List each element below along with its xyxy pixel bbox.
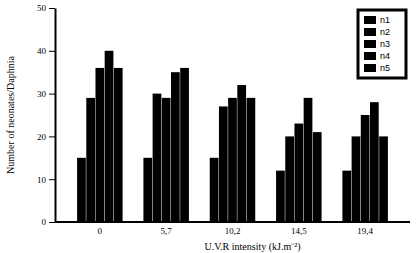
y-tick: 0 xyxy=(42,217,56,227)
y-tick-mark xyxy=(49,222,55,223)
bar xyxy=(228,98,237,222)
legend-swatch xyxy=(364,28,376,36)
legend-swatch xyxy=(364,64,376,72)
y-tick-label: 20 xyxy=(37,132,47,142)
legend-label: n1 xyxy=(380,15,390,25)
legend-swatch xyxy=(364,40,376,48)
y-tick-mark xyxy=(49,8,55,9)
bar xyxy=(162,98,171,222)
bar xyxy=(276,171,285,222)
y-tick-mark xyxy=(49,136,55,137)
x-tick-label: 19,4 xyxy=(357,226,373,236)
bar xyxy=(361,115,370,222)
y-tick-label: 50 xyxy=(37,3,47,13)
bar xyxy=(171,72,180,222)
x-tick: 5,7 xyxy=(161,222,173,236)
y-tick-label: 0 xyxy=(42,217,47,227)
bar xyxy=(77,158,86,222)
bar xyxy=(153,94,162,222)
series-3 xyxy=(105,51,379,222)
x-tick: 0 xyxy=(98,222,103,236)
y-tick-label: 30 xyxy=(37,89,47,99)
bar xyxy=(342,171,351,222)
y-tick-mark xyxy=(49,51,55,52)
x-tick-label: 14,5 xyxy=(291,226,307,236)
y-tick: 50 xyxy=(37,3,55,13)
bar xyxy=(304,98,313,222)
legend: n1 n2 n3 n4 n5 xyxy=(358,10,406,78)
y-tick-label: 10 xyxy=(37,175,47,185)
x-tick-label: 0 xyxy=(98,226,103,236)
x-axis-title: U.V.R intensity (kJ.m⁻²) xyxy=(204,241,300,253)
legend-label: n3 xyxy=(380,39,390,49)
x-tick: 10,2 xyxy=(225,222,241,236)
y-axis-title: Number of neonates/Daphnia xyxy=(5,56,16,174)
y-axis: 0 10 20 30 40 50 xyxy=(37,3,56,227)
y-tick: 10 xyxy=(37,175,55,185)
bar xyxy=(114,68,123,222)
y-tick-mark xyxy=(49,179,55,180)
legend-label: n4 xyxy=(380,51,390,61)
y-tick: 20 xyxy=(37,132,55,142)
y-tick-label: 40 xyxy=(37,46,47,56)
bar xyxy=(105,51,114,222)
x-axis-line xyxy=(55,221,410,223)
x-axis: 0 5,7 10,2 14,5 19,4 xyxy=(55,222,410,236)
series-4 xyxy=(114,68,388,222)
y-axis-line xyxy=(55,9,57,223)
legend-swatch xyxy=(364,52,376,60)
legend-swatch xyxy=(364,16,376,24)
bar xyxy=(247,98,256,222)
legend-label: n5 xyxy=(380,63,390,73)
bar xyxy=(143,158,152,222)
bar xyxy=(180,68,189,222)
bar xyxy=(237,85,246,222)
x-tick: 19,4 xyxy=(357,222,373,236)
bar xyxy=(95,68,104,222)
legend-box xyxy=(358,10,406,78)
bar xyxy=(313,132,322,222)
bars xyxy=(77,51,388,222)
bar xyxy=(294,124,303,222)
bar xyxy=(219,106,228,222)
bar xyxy=(285,136,294,222)
bar xyxy=(86,98,95,222)
y-tick: 40 xyxy=(37,46,55,56)
x-tick: 14,5 xyxy=(291,222,307,236)
chart: 0 10 20 30 40 50 0 5,7 10,2 14,5 19,4 U.V.R intensi… xyxy=(0,0,416,253)
series-1 xyxy=(86,94,360,222)
legend-label: n2 xyxy=(380,27,390,37)
y-tick: 30 xyxy=(37,89,55,99)
x-tick-label: 5,7 xyxy=(161,226,173,236)
x-tick-label: 10,2 xyxy=(225,226,241,236)
series-2 xyxy=(95,68,369,222)
bar xyxy=(370,102,379,222)
bar xyxy=(379,136,388,222)
bar xyxy=(352,136,361,222)
bar xyxy=(210,158,219,222)
y-tick-mark xyxy=(49,94,55,95)
